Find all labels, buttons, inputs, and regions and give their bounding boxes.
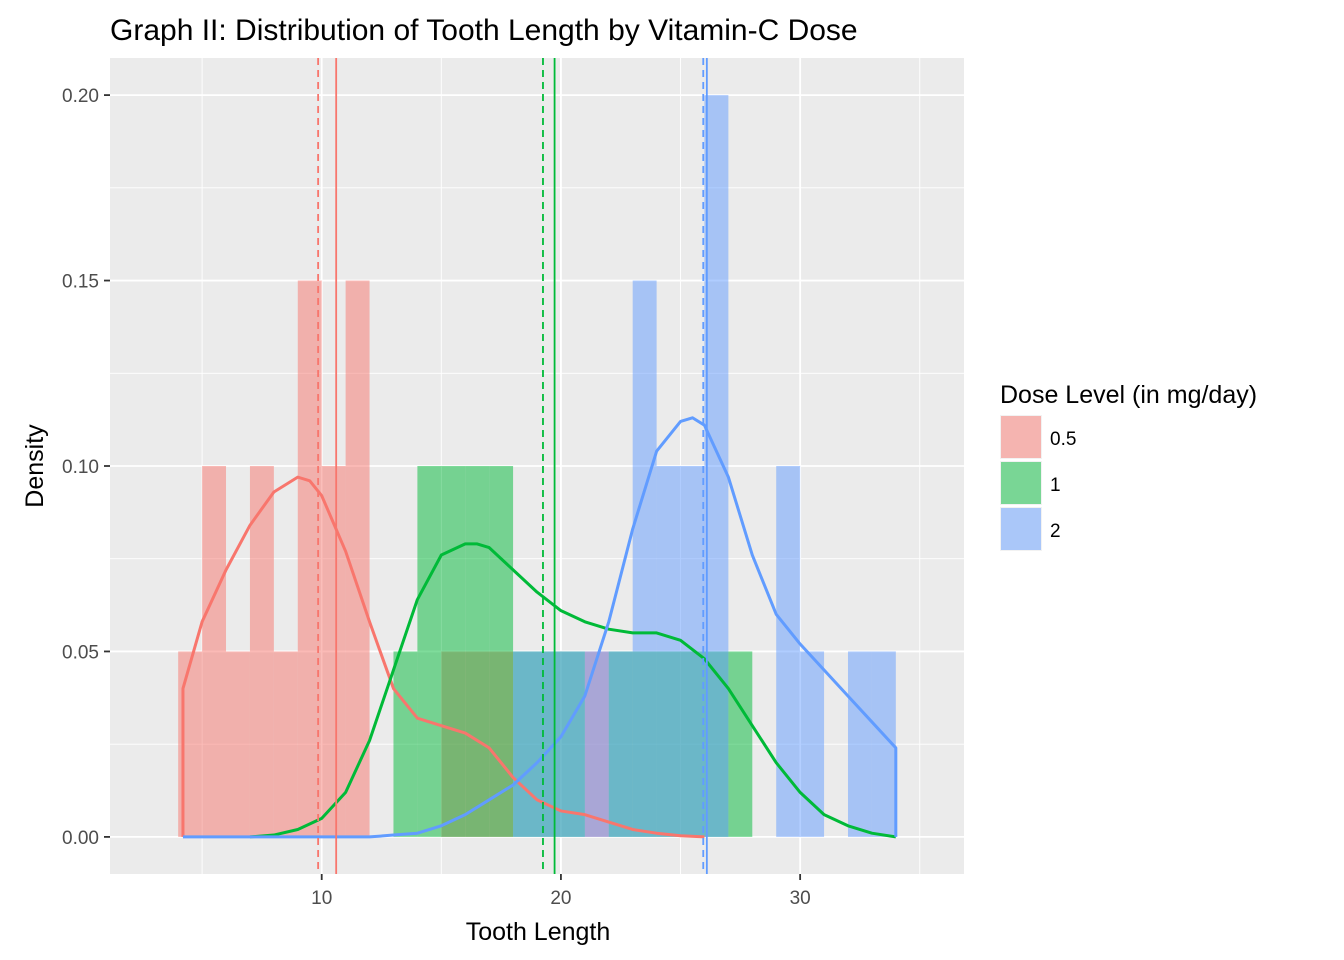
histogram-bar-dose-0.5 [297,280,322,837]
y-tick-label: 0.10 [62,457,99,478]
histogram-bars [178,95,896,837]
y-tick-label: 0.00 [62,828,99,849]
histogram-bar-dose-1 [441,466,466,837]
legend-swatch-dose-1 [1001,462,1041,504]
y-tick-label: 0.15 [62,272,99,293]
histogram-bar-dose-1 [489,466,514,837]
chart-title: Graph II: Distribution of Tooth Length b… [110,14,858,47]
histogram-bar-dose-2 [584,651,609,837]
x-tick-label: 30 [790,888,811,909]
density-curves [181,416,898,839]
axes: 10 20 30 0.00 0.05 0.10 0.15 0.20 [62,86,811,909]
density-curve-dose-1 [249,542,897,839]
histogram-bar-dose-1 [465,466,490,837]
histogram-bar-dose-2 [632,280,657,837]
density-curve-dose-0.5 [181,475,705,839]
summary-lines [317,58,708,874]
histogram-bar-dose-2 [608,651,633,837]
histogram-bar-dose-0.5 [345,280,370,837]
histogram-bar-dose-2 [871,651,896,837]
histogram-bar-dose-1 [728,651,753,837]
legend-swatch-dose-2 [1001,508,1041,550]
histogram-bar-dose-2 [847,651,872,837]
histogram-bar-dose-0.5 [226,651,250,837]
legend-label-dose-1: 1 [1050,475,1061,496]
y-tick-label: 0.05 [62,642,99,663]
legend-label-dose-2: 2 [1050,521,1061,542]
x-tick-label: 10 [311,888,332,909]
legend-swatch-dose-0.5 [1001,416,1041,458]
histogram-bar-dose-0.5 [202,466,227,837]
histogram-bar-dose-1 [417,466,442,837]
y-axis-title: Density [21,424,49,508]
histogram-bar-dose-2 [513,651,537,837]
histogram-bar-dose-0.5 [249,466,274,837]
legend-label-dose-0.5: 0.5 [1050,429,1076,450]
legend: Dose Level (in mg/day) 0.5 1 2 [1000,381,1257,551]
legend-title: Dose Level (in mg/day) [1000,381,1257,409]
x-axis-title: Tooth Length [466,918,611,946]
histogram-bar-dose-2 [704,95,729,837]
histogram-bar-dose-0.5 [273,651,298,837]
histogram-bar-dose-2 [560,651,585,837]
x-tick-label: 20 [550,888,571,909]
histogram-bar-dose-2 [776,466,801,837]
histogram-bar-dose-1 [393,651,418,837]
histogram-bar-dose-2 [656,466,681,837]
density-curve-dose-2 [182,416,898,839]
y-tick-label: 0.20 [62,86,99,107]
histogram-bar-dose-0.5 [321,466,346,837]
histogram-bar-dose-2 [800,651,825,837]
